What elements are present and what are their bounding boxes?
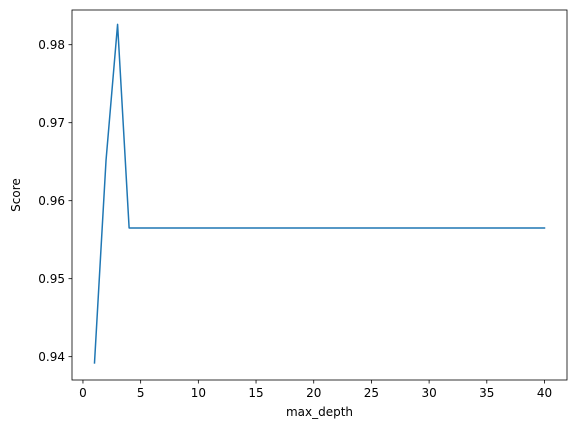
- y-tick-label: 0.94: [38, 350, 65, 364]
- y-tick-label: 0.98: [38, 38, 65, 52]
- x-tick-label: 30: [421, 386, 436, 400]
- y-tick-label: 0.96: [38, 194, 65, 208]
- x-tick-label: 40: [537, 386, 552, 400]
- x-tick-label: 20: [306, 386, 321, 400]
- series-line-1: [93, 23, 546, 364]
- y-tick-label: 0.97: [38, 116, 65, 130]
- x-axis-label: max_depth: [286, 405, 353, 419]
- y-axis-ticks: 0.94 0.95 0.96 0.97 0.98: [38, 38, 72, 364]
- x-tick-label: 25: [364, 386, 379, 400]
- x-tick-label: 10: [191, 386, 206, 400]
- x-tick-label: 15: [248, 386, 263, 400]
- y-axis-label: Score: [9, 178, 23, 212]
- y-tick-label: 0.95: [38, 272, 65, 286]
- x-tick-label: 5: [137, 386, 145, 400]
- plot-area: [93, 23, 546, 364]
- x-tick-label: 35: [479, 386, 494, 400]
- axes-frame: [71, 9, 568, 381]
- x-axis-ticks: 0 5 10 15 20 25 30 35 40: [79, 380, 552, 400]
- x-tick-label: 0: [79, 386, 87, 400]
